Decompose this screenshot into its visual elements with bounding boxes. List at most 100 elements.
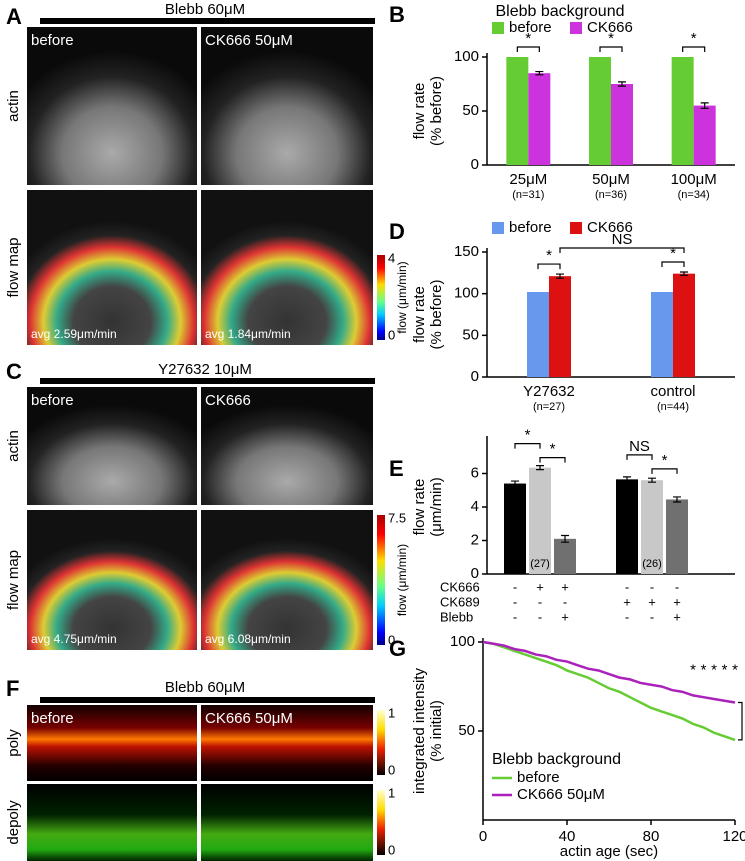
condition-mark: - <box>513 609 517 624</box>
bar <box>504 483 526 574</box>
condition-name: CK666 <box>440 579 480 594</box>
comparison <box>559 247 685 253</box>
x-tick-note: (n=31) <box>512 189 544 201</box>
y-label: (% before) <box>428 76 445 146</box>
bar <box>611 84 633 165</box>
condition-mark: - <box>538 594 542 609</box>
micrograph <box>201 784 373 861</box>
significance <box>539 457 566 463</box>
x-tick-label: 100μM <box>671 171 717 188</box>
bar <box>529 467 551 574</box>
condition-mark: - <box>513 594 517 609</box>
condition-mark: + <box>673 609 681 624</box>
row-label: actin <box>5 90 22 122</box>
title-bar <box>40 697 375 703</box>
significance <box>682 46 706 52</box>
micrograph <box>27 784 197 861</box>
chart-title: Blebb background <box>496 3 625 20</box>
significance <box>537 263 561 270</box>
y-label: flow rate <box>411 286 428 343</box>
micrograph <box>27 387 197 505</box>
colorbar-min: 0 <box>388 842 395 857</box>
image-label: before <box>31 392 74 409</box>
micrograph <box>27 705 197 781</box>
colorbar <box>377 710 385 775</box>
row-label: poly <box>5 729 22 757</box>
panel-letter: E <box>389 456 404 481</box>
micrograph <box>201 27 373 185</box>
micrograph <box>201 510 373 650</box>
significance-label: * <box>550 441 556 458</box>
x-tick-note: (n=34) <box>678 189 710 201</box>
colorbar <box>377 790 385 855</box>
legend-swatch <box>570 22 582 34</box>
condition-mark: - <box>625 609 629 624</box>
significance-label: * <box>525 427 531 444</box>
error-bar <box>535 70 544 76</box>
significance: * <box>732 661 738 678</box>
micrograph <box>201 387 373 505</box>
significance: * <box>711 661 717 678</box>
y-label: (% before) <box>428 279 445 349</box>
y-tick-label: 100 <box>454 48 479 65</box>
x-label: actin age (sec) <box>560 843 658 860</box>
colorbar <box>377 255 385 340</box>
bar-note: (26) <box>642 558 662 570</box>
bar <box>549 276 571 377</box>
bar <box>589 57 611 165</box>
colorbar-label: flow (μm/min) <box>395 261 409 333</box>
error-bar <box>623 476 631 483</box>
condition-mark: - <box>538 609 542 624</box>
y-label: (% initial) <box>428 700 445 762</box>
micrograph <box>27 27 197 185</box>
error-bar <box>511 480 519 487</box>
bar <box>506 57 529 165</box>
y-label: flow rate <box>411 479 428 536</box>
image-label: CK666 50μM <box>205 32 293 49</box>
condition-mark: + <box>536 579 544 594</box>
bar <box>641 480 663 574</box>
significance: * <box>690 661 696 678</box>
condition-mark: + <box>561 579 569 594</box>
bar-note: (27) <box>530 558 550 570</box>
condition-mark: + <box>673 594 681 609</box>
condition-name: Blebb <box>440 609 473 624</box>
condition-mark: - <box>563 594 567 609</box>
significance-label: * <box>662 452 668 469</box>
average-label: avg 4.75μm/min <box>31 632 117 646</box>
condition-mark: - <box>675 579 679 594</box>
significance <box>514 443 541 449</box>
colorbar-max: 1 <box>388 705 395 720</box>
x-tick-label: 40 <box>559 828 576 845</box>
panel-letter: F <box>6 676 19 701</box>
x-tick-label: control <box>650 383 695 400</box>
x-tick-label: 80 <box>643 828 660 845</box>
bar <box>673 273 695 377</box>
y-tick-label: 50 <box>462 326 479 343</box>
error-bar <box>561 534 569 543</box>
colorbar-max: 4 <box>388 250 395 265</box>
x-tick-note: (n=36) <box>595 189 627 201</box>
image-label: before <box>31 710 74 727</box>
micrograph <box>201 190 373 345</box>
significance: * <box>701 661 707 678</box>
panel-title: Blebb 60μM <box>165 1 245 18</box>
significance-label: * <box>546 247 552 264</box>
image-label: before <box>31 32 74 49</box>
micrograph <box>27 510 197 650</box>
condition-name: CK689 <box>440 594 480 609</box>
panel-title: Y27632 10μM <box>158 361 252 378</box>
panel-letter: B <box>389 2 405 27</box>
legend-label: CK666 <box>587 19 633 36</box>
legend-swatch <box>570 222 582 234</box>
image-label: CK666 50μM <box>205 710 293 727</box>
condition-mark: - <box>650 579 654 594</box>
x-tick-label: Y27632 <box>523 383 575 400</box>
image-label: CK666 <box>205 392 251 409</box>
micrograph <box>201 705 373 781</box>
error-bar <box>673 496 681 503</box>
row-label: flow map <box>5 237 22 297</box>
y-tick-label: 2 <box>471 531 479 548</box>
error-bar <box>556 273 564 279</box>
y-tick-label: 50 <box>462 102 479 119</box>
